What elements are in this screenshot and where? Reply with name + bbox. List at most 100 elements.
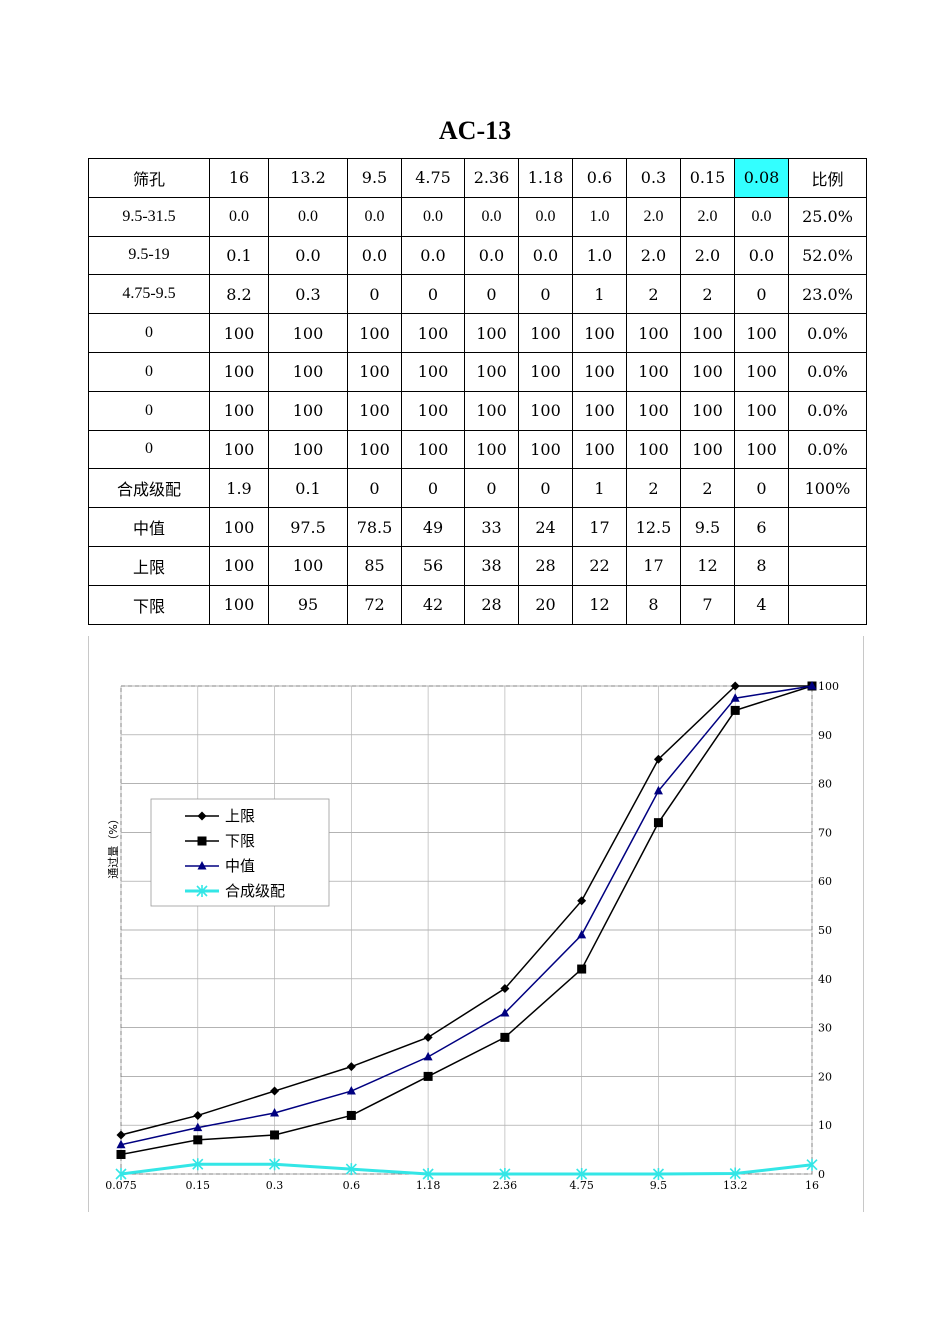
table-cell: 0.0 — [268, 235, 348, 276]
table-cell: 78.5 — [347, 507, 402, 547]
row-label: 0 — [88, 351, 210, 392]
series-lower-limit-line — [120, 685, 813, 1156]
table-cell: 100 — [734, 429, 789, 470]
legend-swatch-marker — [197, 836, 207, 846]
table-cell: 0.3 — [268, 274, 348, 315]
series-median-point — [193, 1122, 203, 1132]
row-label: 中值 — [88, 507, 210, 547]
y-tick-label: 30 — [818, 1022, 832, 1035]
table-row: 中值 100 97.5 78.5 49 33 24 17 12.5 9.5 6 — [88, 507, 867, 547]
table-cell: 12.5 — [626, 507, 681, 547]
legend-label: 中值 — [225, 857, 255, 875]
table-cell: 56 — [401, 545, 465, 586]
table-cell: 100 — [626, 390, 681, 431]
ratio-cell: 25.0% — [788, 196, 867, 237]
ratio-cell — [788, 545, 867, 586]
table-cell: 49 — [401, 507, 465, 547]
table-cell: 100 — [347, 313, 402, 353]
table-cell: 0.0 — [268, 196, 348, 237]
table-cell: 100 — [401, 390, 465, 431]
table-cell: 100 — [209, 507, 269, 547]
table-cell: 0.0 — [734, 235, 789, 276]
table-cell: 8.2 — [209, 274, 269, 315]
ratio-cell: 23.0% — [788, 274, 867, 315]
series-upper-limit-point — [346, 1062, 356, 1072]
table-cell: 100 — [209, 584, 269, 625]
table-cell: 12 — [680, 545, 735, 586]
table-cell: 42 — [401, 584, 465, 625]
x-tick-label: 16 — [805, 1179, 819, 1192]
table-cell: 0.0 — [518, 235, 573, 276]
table-cell: 2 — [626, 468, 681, 509]
table-row: 下限 100 95 72 42 28 20 12 8 7 4 — [88, 584, 867, 625]
table-cell: 100 — [209, 351, 269, 392]
ratio-cell: 0.0% — [788, 351, 867, 392]
series-median-point — [807, 681, 817, 690]
series-lower-limit-point — [500, 1032, 510, 1042]
header-cell: 1.18 — [518, 158, 573, 198]
series-upper-limit-point — [116, 1130, 126, 1140]
table-cell: 2 — [680, 274, 735, 315]
table-cell: 100 — [518, 351, 573, 392]
ratio-cell: 52.0% — [788, 235, 867, 276]
table-cell: 100 — [680, 313, 735, 353]
header-cell: 0.3 — [626, 158, 681, 198]
table-cell: 9.5 — [680, 507, 735, 547]
row-label: 上限 — [88, 545, 210, 586]
series-median-point — [270, 1108, 280, 1117]
table-cell: 33 — [464, 507, 519, 547]
table-cell: 100 — [268, 429, 348, 470]
table-cell: 0 — [518, 468, 573, 509]
x-tick-label: 4.75 — [569, 1179, 594, 1192]
table-cell: 100 — [209, 313, 269, 353]
table-cell: 100 — [518, 313, 573, 353]
table-cell: 0.0 — [734, 196, 789, 237]
header-cell: 13.2 — [268, 158, 348, 198]
legend-swatch-marker — [196, 885, 208, 897]
legend-box — [150, 798, 330, 907]
table-cell: 100 — [464, 429, 519, 470]
y-tick-label: 80 — [818, 778, 832, 791]
table-cell: 100 — [268, 390, 348, 431]
gradation-table: 筛孔 16 13.2 9.5 4.75 2.36 1.18 0.6 0.3 0.15 0.08 比例 9… — [88, 158, 867, 625]
table-cell: 0.1 — [268, 468, 348, 509]
series-upper-limit-point — [193, 1110, 203, 1120]
series-median-point — [500, 1007, 510, 1017]
series-synthetic-point — [268, 1158, 281, 1171]
chart-area: 0 10 20 30 40 50 60 70 80 90 100 0.075 0.15 0.3 0.6 1.1… — [88, 636, 864, 1212]
ratio-cell: 0.0% — [788, 313, 867, 353]
table-cell: 95 — [268, 584, 348, 625]
table-cell: 0 — [347, 468, 402, 509]
header-cell: 筛孔 — [88, 158, 210, 198]
series-lower-limit-point — [116, 1149, 126, 1159]
table-cell: 2.0 — [626, 235, 681, 276]
series-synthetic-point — [729, 1167, 741, 1180]
series-lower-limit-point — [423, 1071, 433, 1081]
row-label: 0 — [88, 429, 210, 470]
legend-label: 上限 — [225, 807, 255, 825]
table-cell: 0.0 — [464, 235, 519, 276]
series-median-point — [116, 1139, 126, 1149]
table-cell: 100 — [572, 313, 627, 353]
table-cell: 0 — [518, 274, 573, 315]
series-synthetic-point — [192, 1158, 204, 1171]
series-synthetic-point — [806, 1158, 818, 1171]
series-synthetic-point — [652, 1168, 665, 1180]
table-row: 4.75-9.5 8.2 0.3 0 0 0 0 1 2 2 0 23.0% — [88, 274, 867, 315]
header-cell: 4.75 — [401, 158, 465, 198]
table-cell: 0.0 — [401, 235, 465, 276]
table-cell: 100 — [518, 390, 573, 431]
row-label: 9.5-31.5 — [88, 196, 210, 237]
table-cell: 100 — [347, 429, 402, 470]
header-cell: 9.5 — [347, 158, 402, 198]
series-lower-limit-point — [653, 818, 663, 828]
table-cell: 20 — [518, 584, 573, 625]
table-cell: 100 — [626, 429, 681, 470]
table-cell: 0 — [347, 274, 402, 315]
series-synthetic-point — [499, 1168, 511, 1180]
series-synthetic-point — [422, 1168, 434, 1180]
table-cell: 38 — [464, 545, 519, 586]
table-cell: 0.0 — [518, 196, 573, 237]
ratio-cell: 0.0% — [788, 429, 867, 470]
plot-frame — [120, 685, 813, 1175]
